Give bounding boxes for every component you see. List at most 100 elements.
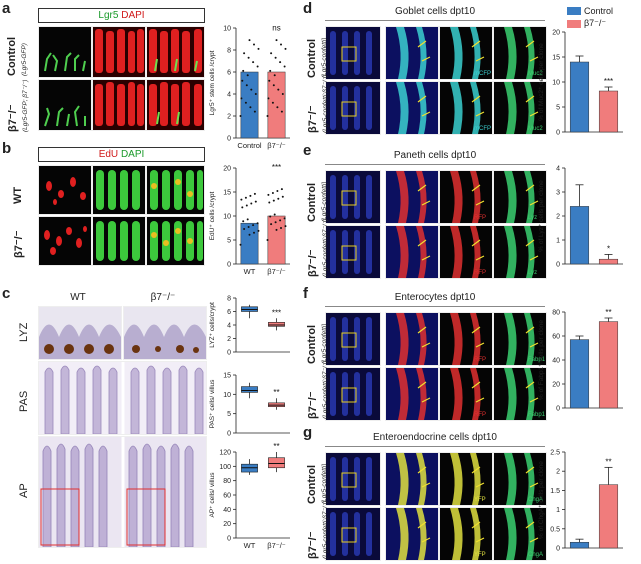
b-dot-1-17: [275, 228, 278, 231]
a-dot-0-15: [253, 43, 255, 46]
a-dot-0-13: [257, 47, 260, 50]
e-title-line: [325, 164, 545, 165]
b-dot-1-8: [267, 193, 270, 196]
a-dot-0-16: [241, 79, 244, 82]
a-dot-0-4: [249, 106, 252, 109]
d-overview-1: [325, 26, 381, 80]
b-dot-0-6: [244, 196, 247, 199]
panel-label-e: e: [303, 142, 312, 159]
a-signif: ns: [272, 24, 280, 33]
c3-box-1: [268, 457, 285, 469]
a-dot-1-2: [280, 110, 283, 113]
d-merge-1: [385, 26, 439, 80]
a-dot-0-1: [246, 74, 249, 77]
c1-ytick-label-2: 4: [227, 323, 231, 330]
c-lyz-b7: [123, 306, 207, 360]
b-b7-merge: [146, 216, 205, 266]
c2-signif: **: [273, 388, 279, 397]
legend-control: Control: [567, 6, 613, 16]
a-ytick-label-2: 4: [227, 92, 231, 99]
c3-ytick-label-4: 80: [223, 478, 231, 485]
f-ytick-label-0: 0: [556, 406, 560, 413]
c3-ytick-label-5: 100: [219, 464, 231, 471]
c3-ytick-label-0: 0: [227, 536, 231, 543]
svg-text:RFP: RFP: [474, 357, 486, 363]
panel-label-c: c: [2, 285, 11, 302]
svg-text:RFP: RFP: [474, 270, 486, 276]
f-bar-1: [598, 321, 619, 409]
b-dot-0-16: [241, 206, 244, 209]
c3-ytick-label-2: 40: [223, 507, 231, 514]
d-ch2-2: Muc2: [493, 81, 547, 135]
c3-xlabel-1: β7⁻/⁻: [267, 541, 286, 550]
c2-ytick-label-2: 10: [223, 392, 231, 399]
a-b7-green: [38, 79, 92, 131]
a-bar-1: [267, 71, 286, 139]
c2-ytick-label-3: 15: [223, 373, 231, 380]
d-ytick-label-1: 5: [556, 105, 560, 112]
b-dot-0-13: [257, 229, 260, 232]
b-dot-0-17: [248, 233, 251, 236]
a-dot-0-2: [253, 110, 256, 113]
a-control-merge: [146, 26, 205, 78]
e-bar-0: [569, 206, 590, 265]
b-dot-1-4: [276, 190, 279, 193]
f-ytick-label-4: 80: [552, 310, 560, 317]
c3-ytick-label-6: 120: [219, 450, 231, 457]
e-overview-2: [325, 225, 381, 279]
a-dot-1-15: [280, 43, 282, 46]
a-dot-0-6: [244, 101, 247, 104]
b-dot-0-5: [256, 222, 259, 225]
a-dot-0-8: [240, 97, 243, 100]
b-b7-red: [38, 216, 92, 266]
b-ytick-label-1: 5: [227, 238, 231, 245]
b-dot-1-5: [283, 217, 286, 220]
c-col-wt: WT: [70, 292, 86, 303]
c-col-b7: β7⁻/⁻: [150, 292, 176, 303]
svg-text:mCFP: mCFP: [474, 71, 491, 77]
a-xlabel-1: β7⁻/⁻: [267, 141, 286, 150]
g-overview-1: [325, 452, 381, 506]
legend-b7: β7⁻/⁻: [567, 18, 613, 29]
f-signif: **: [605, 308, 611, 317]
b-dot-0-11: [243, 227, 246, 230]
f-overview-2: [325, 367, 381, 421]
svg-text:Lyz: Lyz: [528, 215, 537, 221]
a-ytick-label-4: 8: [227, 48, 231, 55]
d-ytick-label-2: 10: [552, 80, 560, 87]
g-overview-2: [325, 507, 381, 561]
d-merge-2: [385, 81, 439, 135]
legend: Control β7⁻/⁻: [567, 6, 613, 29]
e-ch2-1: Lyz: [493, 170, 547, 224]
e-ytick-label-0: 0: [556, 262, 560, 269]
svg-text:ChgA: ChgA: [528, 497, 543, 503]
b-dot-1-7: [279, 219, 282, 222]
e-ytick-label-1: 1: [556, 238, 560, 245]
e-overview-1: [325, 170, 381, 224]
b-dot-0-9: [247, 226, 250, 229]
g-ytick-label-0: 0: [556, 546, 560, 553]
b-dot-0-12: [250, 202, 253, 205]
header-edu: EdU: [98, 149, 119, 160]
header-lgr5: Lgr5: [98, 10, 119, 21]
b-dot-1-15: [280, 227, 282, 229]
svg-text:Lyz: Lyz: [528, 270, 537, 276]
d-ytick-label-4: 20: [552, 30, 560, 37]
f-ytick-label-2: 40: [552, 358, 560, 365]
b-dot-1-16: [268, 201, 271, 204]
a-dot-1-4: [276, 106, 279, 109]
f-bar-0: [569, 339, 590, 409]
c3-signif: **: [273, 442, 279, 451]
c1-box-1: [268, 321, 285, 327]
panel-label-g: g: [303, 424, 313, 441]
d-title: Goblet cells dpt10: [394, 6, 476, 17]
a-dot-1-6: [271, 101, 274, 104]
a-dot-0-5: [256, 65, 259, 68]
b-dot-0-1: [246, 218, 249, 221]
c3-ylabel: AP⁺ cells/ villus: [209, 472, 216, 518]
a-ytick-label-3: 6: [227, 70, 231, 77]
b-dot-0-4: [249, 194, 252, 197]
b-xlabel-0: WT: [244, 267, 256, 276]
panel-a-header: Lgr5 DAPI: [38, 8, 205, 23]
